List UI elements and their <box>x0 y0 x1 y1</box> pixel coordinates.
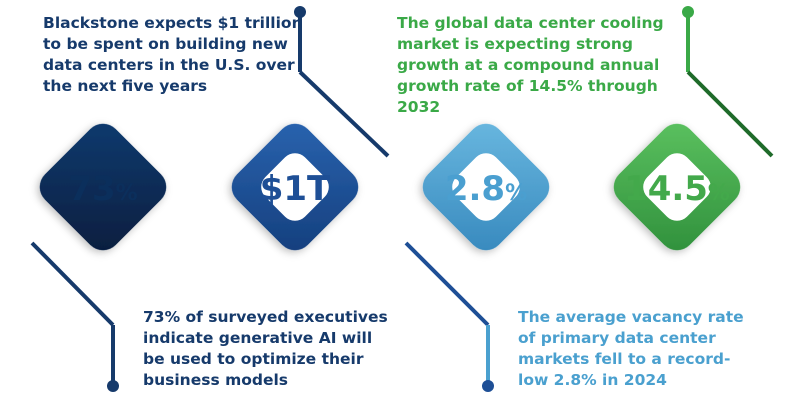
stat-value: $1T <box>260 169 331 209</box>
stat-value: 73% <box>68 169 137 209</box>
callout-generative-ai: 73% of surveyed executives indicate gene… <box>143 308 388 389</box>
stat-diamond-3: 2.8% <box>422 123 550 251</box>
stat-value: 2.8% <box>445 169 527 209</box>
connector-lines <box>30 6 774 392</box>
stat-diamond-inner <box>643 153 711 221</box>
stat-diamond-inner <box>261 153 329 221</box>
callout-cooling-market: The global data center cooling market is… <box>397 14 664 116</box>
callout-blackstone: Blackstone expects $1 trillion to be spe… <box>43 14 303 95</box>
callout-vacancy-rate: The average vacancy rate of primary data… <box>518 308 744 389</box>
stat-diamond-2: $1T <box>231 123 359 251</box>
top-left-dot <box>294 6 306 18</box>
stat-value: 14.5% <box>624 169 730 209</box>
bottom-left-dot <box>107 380 119 392</box>
bottom-right-dot <box>482 380 494 392</box>
top-right-dot <box>682 6 694 18</box>
stat-diamond-4: 14.5% <box>613 123 741 251</box>
stat-diamond-inner <box>452 153 520 221</box>
